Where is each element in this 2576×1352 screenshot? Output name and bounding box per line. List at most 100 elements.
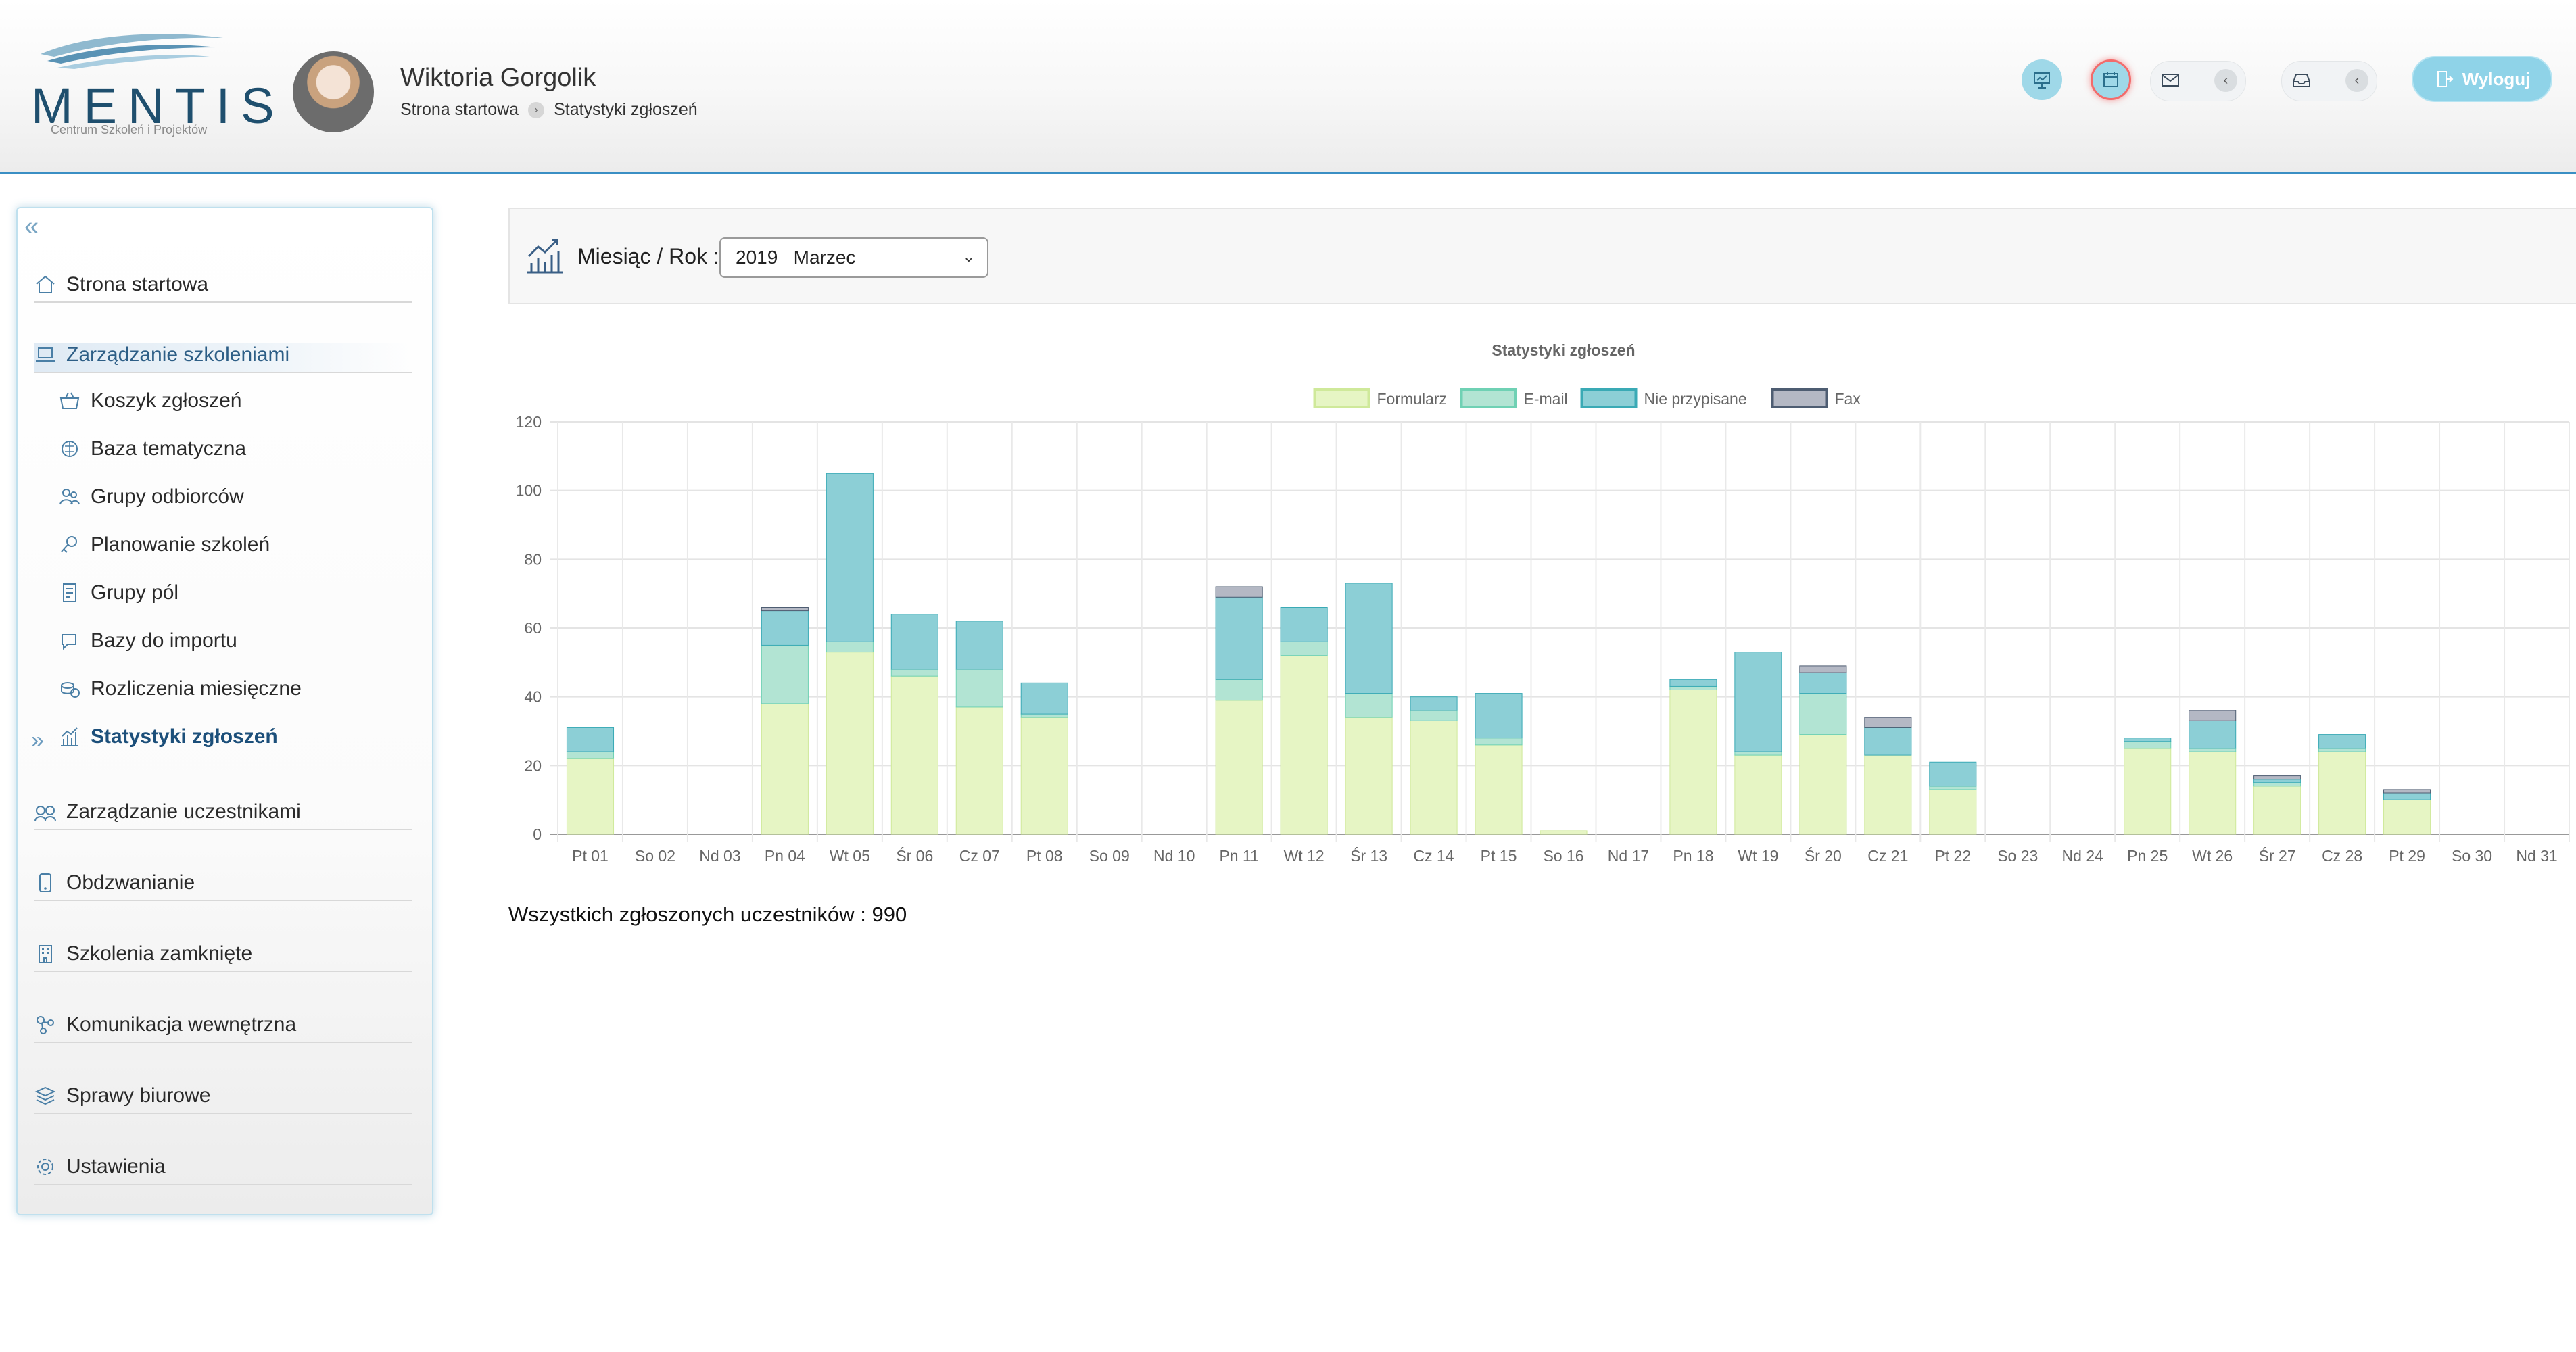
stats-icon xyxy=(58,725,81,748)
x-tick-label: Śr 13 xyxy=(1350,846,1387,865)
users-icon xyxy=(34,800,57,823)
sidebar-item-recipient-groups[interactable]: Grupy odbiorców xyxy=(58,485,410,508)
avatar[interactable] xyxy=(293,51,374,132)
bar-segment xyxy=(1734,754,1782,835)
bar-segment xyxy=(1929,789,1977,835)
y-tick-label: 60 xyxy=(524,619,542,637)
legend-label: Nie przypisane xyxy=(1644,390,1747,408)
sidebar-item-import-bases[interactable]: Bazy do importu xyxy=(58,629,410,652)
group-icon xyxy=(58,485,81,508)
month-year-select[interactable]: 2019 Marzec ⌄ xyxy=(719,237,988,278)
bar-segment xyxy=(2124,741,2172,749)
presentation-icon[interactable] xyxy=(2022,59,2062,100)
sidebar-item-internal-communication[interactable]: Komunikacja wewnętrzna xyxy=(34,1013,412,1043)
sidebar-item-training-management[interactable]: Zarządzanie szkoleniami xyxy=(34,343,412,373)
sidebar-item-calling[interactable]: Obdzwanianie xyxy=(34,871,412,901)
logout-button[interactable]: Wyloguj xyxy=(2412,56,2552,102)
bar-segment xyxy=(1345,717,1393,835)
legend-label: E-mail xyxy=(1524,390,1568,408)
x-tick-label: Śr 27 xyxy=(2259,846,2296,865)
sidebar-item-home[interactable]: Strona startowa xyxy=(34,273,412,303)
sidebar-item-closed-trainings[interactable]: Szkolenia zamknięte xyxy=(34,942,412,972)
bar-segment xyxy=(1799,672,1847,694)
fields-icon xyxy=(58,581,81,604)
inbox-chevron-icon[interactable]: ‹ xyxy=(2345,69,2368,92)
bar-segment xyxy=(566,727,615,752)
bar-segment xyxy=(2318,748,2366,752)
bar-segment xyxy=(1864,754,1912,835)
brain-icon xyxy=(58,437,81,460)
x-tick-label: Pt 01 xyxy=(572,847,609,865)
bar-segment xyxy=(1799,693,1847,735)
bar-segment xyxy=(566,751,615,759)
bar-segment xyxy=(1864,717,1912,728)
chevron-down-icon: ⌄ xyxy=(962,248,975,265)
breadcrumb: Strona startowa › Statystyki zgłoszeń xyxy=(400,100,698,120)
calendar-icon[interactable] xyxy=(2091,59,2131,100)
sidebar-item-statistics[interactable]: Statystyki zgłoszeń xyxy=(58,725,410,748)
y-tick-label: 40 xyxy=(524,688,542,706)
bar-segment xyxy=(2189,751,2237,835)
x-tick-label: Pt 22 xyxy=(1934,847,1971,865)
inbox-icon[interactable] xyxy=(2281,59,2322,100)
network-icon xyxy=(34,1013,57,1036)
statistics-chart-icon xyxy=(527,239,563,274)
x-tick-label: Nd 24 xyxy=(2062,847,2104,865)
bar-segment xyxy=(1669,679,1717,687)
bar-segment xyxy=(2253,779,2301,783)
x-tick-label: Pt 29 xyxy=(2389,847,2425,865)
x-tick-label: Cz 14 xyxy=(1414,847,1454,865)
mentis-logo[interactable]: MENTIS Centrum Szkoleń i Projektów xyxy=(27,28,275,143)
month-year-label: Miesiąc / Rok : xyxy=(577,244,719,268)
sidebar-item-settings[interactable]: Ustawienia xyxy=(34,1155,412,1185)
x-tick-label: Cz 07 xyxy=(959,847,1000,865)
x-tick-label: Cz 21 xyxy=(1867,847,1908,865)
import-icon xyxy=(58,629,81,652)
bar-segment xyxy=(1020,682,1068,715)
month-year-value: 2019 Marzec xyxy=(736,247,856,268)
sidebar-item-participant-management[interactable]: Zarządzanie uczestnikami xyxy=(34,800,412,830)
planning-icon xyxy=(58,533,81,556)
bar-segment xyxy=(826,473,874,642)
bar-segment xyxy=(761,607,809,612)
sidebar-item-basket[interactable]: Koszyk zgłoszeń xyxy=(58,389,410,412)
breadcrumb-current: Statystyki zgłoszeń xyxy=(554,100,698,119)
bar-segment xyxy=(1540,830,1588,835)
home-icon xyxy=(34,273,57,296)
bar-segment xyxy=(761,644,809,704)
user-name: Wiktoria Gorgolik xyxy=(400,64,596,92)
phone-icon xyxy=(34,871,57,894)
bar-segment xyxy=(1475,693,1523,739)
bar-segment xyxy=(2189,748,2237,752)
sidebar-item-training-planning[interactable]: Planowanie szkoleń xyxy=(58,533,410,556)
bar-segment xyxy=(1475,738,1523,746)
sidebar-item-office-matters[interactable]: Sprawy biurowe xyxy=(34,1084,412,1114)
bar-segment xyxy=(1215,596,1263,680)
bar-segment xyxy=(890,669,938,677)
x-tick-label: Wt 26 xyxy=(2192,847,2233,865)
bar-segment xyxy=(2124,748,2172,835)
bar-segment xyxy=(1020,717,1068,835)
stack-icon xyxy=(34,1084,57,1107)
bar-segment xyxy=(1410,710,1458,721)
sidebar-item-topic-base[interactable]: Baza tematyczna xyxy=(58,437,410,460)
bar-segment xyxy=(1410,696,1458,711)
sidebar-item-monthly-settlements[interactable]: Rozliczenia miesięczne xyxy=(58,677,410,700)
breadcrumb-home[interactable]: Strona startowa xyxy=(400,100,519,119)
sidebar-item-field-groups[interactable]: Grupy pól xyxy=(58,581,410,604)
x-tick-label: Nd 17 xyxy=(1608,847,1649,865)
basket-icon xyxy=(58,389,81,412)
x-tick-label: So 23 xyxy=(1997,847,2038,865)
bar-segment xyxy=(955,669,1003,708)
double-chevron-left-icon[interactable]: « xyxy=(24,212,39,241)
bar-segment xyxy=(1734,652,1782,752)
bar-segment xyxy=(1020,713,1068,718)
legend-label: Fax xyxy=(1835,390,1861,408)
y-tick-label: 80 xyxy=(524,550,542,568)
current-item-chevron-icon: » xyxy=(31,727,44,753)
bar-segment xyxy=(1345,583,1393,694)
bar-segment xyxy=(2124,738,2172,742)
mail-chevron-icon[interactable]: ‹ xyxy=(2214,69,2237,92)
mail-icon[interactable] xyxy=(2150,59,2191,100)
breadcrumb-chevron-icon: › xyxy=(528,101,545,118)
